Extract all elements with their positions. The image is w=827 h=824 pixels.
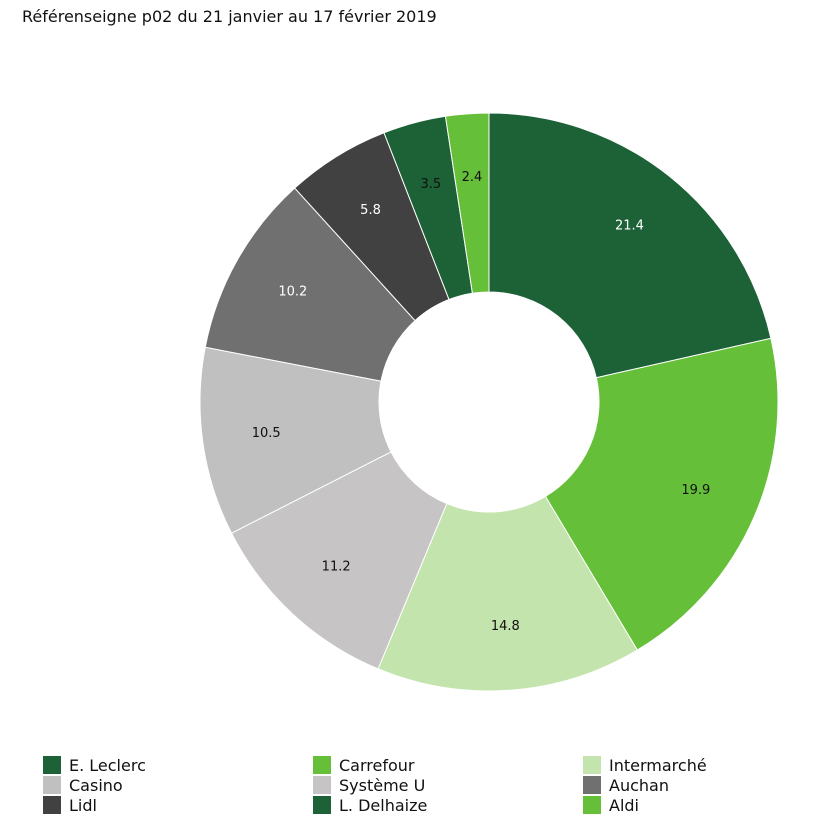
- legend-swatch: [313, 796, 331, 814]
- legend-label: E. Leclerc: [69, 755, 146, 775]
- slice-labels: 21.4 19.9 14.8 11.2 10.5 10.2 5.8 3.5 2.4: [252, 170, 711, 634]
- legend-label: Auchan: [609, 775, 669, 795]
- slice-label-intermarche: 14.8: [491, 619, 520, 634]
- slice-label-e-leclerc: 21.4: [615, 219, 644, 234]
- legend-item-lidl: Lidl: [43, 795, 313, 815]
- slice-aldi: [444, 112, 490, 294]
- slice-intermarche: [377, 495, 638, 692]
- slice-label-lidl: 5.8: [360, 203, 381, 218]
- legend-swatch: [583, 756, 601, 774]
- slice-label-l-delhaize: 3.5: [420, 177, 441, 192]
- legend-item-systeme-u: Système U: [313, 775, 583, 795]
- legend-label: Carrefour: [339, 755, 415, 775]
- slice-casino: [199, 346, 392, 534]
- slice-carrefour: [544, 337, 779, 651]
- legend-swatch: [43, 796, 61, 814]
- legend-swatch: [583, 776, 601, 794]
- legend-item-e-leclerc: E. Leclerc: [43, 755, 313, 775]
- legend-swatch: [313, 776, 331, 794]
- legend-label: Aldi: [609, 795, 639, 815]
- legend-item-auchan: Auchan: [583, 775, 803, 795]
- slice-label-auchan: 10.2: [278, 284, 307, 299]
- donut-slices: [199, 112, 779, 692]
- legend-label: Système U: [339, 775, 426, 795]
- slice-auchan: [204, 187, 416, 382]
- chart-legend: E. Leclerc Carrefour Intermarché Casino Syst…: [43, 755, 803, 815]
- slice-label-casino: 10.5: [252, 426, 281, 441]
- legend-label: Intermarché: [609, 755, 707, 775]
- donut-chart: 21.4 19.9 14.8 11.2 10.5 10.2 5.8 3.5 2.4: [199, 112, 779, 692]
- legend-item-l-delhaize: L. Delhaize: [313, 795, 583, 815]
- legend-item-intermarche: Intermarché: [583, 755, 803, 775]
- legend-item-casino: Casino: [43, 775, 313, 795]
- legend-item-carrefour: Carrefour: [313, 755, 583, 775]
- legend-item-aldi: Aldi: [583, 795, 803, 815]
- slice-label-carrefour: 19.9: [681, 483, 710, 498]
- slice-e-leclerc: [488, 112, 772, 379]
- legend-swatch: [583, 796, 601, 814]
- slice-label-aldi: 2.4: [462, 170, 483, 185]
- chart-title: Référenseigne p02 du 21 janvier au 17 fé…: [22, 7, 437, 26]
- legend-label: Lidl: [69, 795, 97, 815]
- legend-swatch: [313, 756, 331, 774]
- legend-swatch: [43, 756, 61, 774]
- legend-label: L. Delhaize: [339, 795, 428, 815]
- slice-label-systeme-u: 11.2: [322, 560, 351, 575]
- legend-label: Casino: [69, 775, 123, 795]
- legend-swatch: [43, 776, 61, 794]
